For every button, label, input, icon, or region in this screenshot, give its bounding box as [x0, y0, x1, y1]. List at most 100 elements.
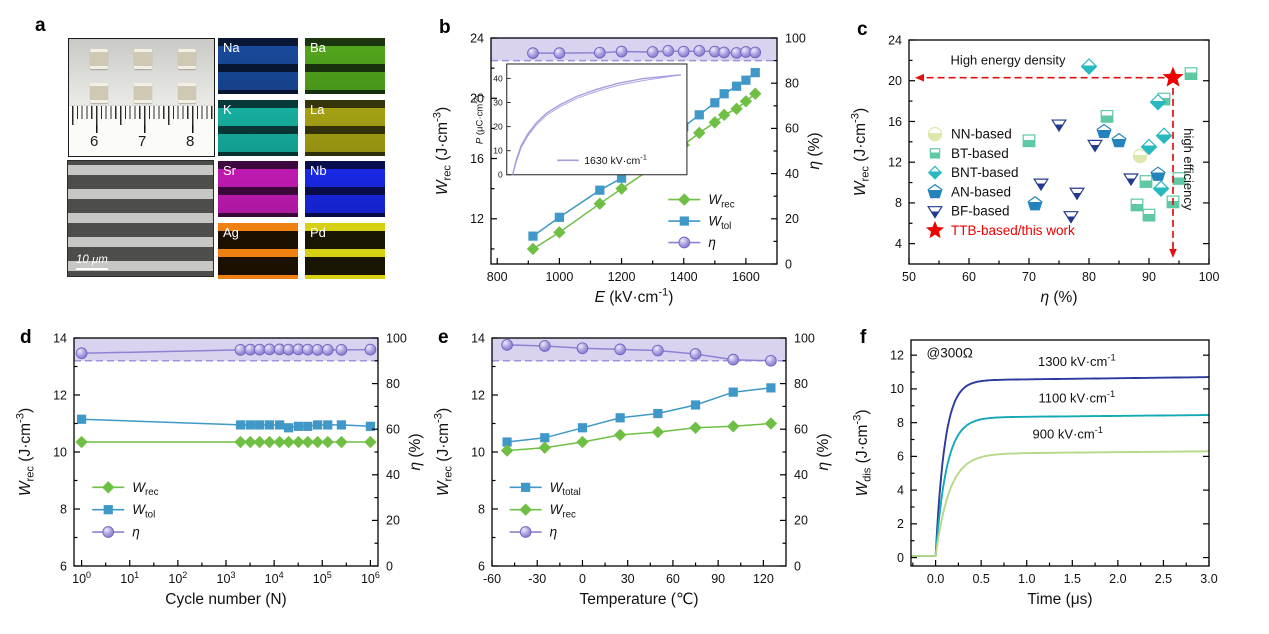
curve-13001 — [911, 376, 1209, 557]
series-group — [75, 343, 377, 449]
eds-map-ba: Ba — [305, 38, 385, 94]
legend-label: η — [132, 525, 140, 540]
svg-text:0.0: 0.0 — [927, 572, 944, 586]
legend-label: BNT-based — [951, 165, 1019, 180]
panel-label-a: a — [35, 15, 46, 36]
svg-text:0: 0 — [498, 170, 503, 180]
panel-label-e: e — [438, 327, 449, 348]
ceramic-chip — [90, 49, 108, 69]
series-bnt-based — [1080, 58, 1173, 198]
svg-text:0: 0 — [785, 257, 792, 271]
svg-text:106: 106 — [361, 570, 380, 586]
eds-element-label: Nb — [310, 163, 327, 178]
svg-text:80: 80 — [386, 377, 400, 391]
curve-label: 1100 kV·cm-1 — [1039, 389, 1116, 405]
svg-text:0: 0 — [794, 559, 801, 573]
scale-bar-label: 10 μm — [76, 254, 108, 270]
svg-text:16: 16 — [888, 115, 902, 129]
svg-text:60: 60 — [386, 423, 400, 437]
eds-map-nb: Nb — [305, 161, 385, 217]
series — [77, 414, 375, 433]
svg-text:20: 20 — [493, 122, 503, 132]
y-axis-label-right: η (%) — [815, 433, 832, 470]
series-bt-based — [1022, 67, 1198, 222]
ruler-number: 6 — [90, 133, 99, 150]
svg-text:80: 80 — [794, 377, 808, 391]
svg-text:6: 6 — [60, 559, 67, 573]
legend-label: η — [708, 235, 716, 250]
y-axis-label-right: η (%) — [407, 433, 424, 470]
svg-text:10: 10 — [53, 445, 67, 459]
ceramic-chip — [134, 83, 152, 103]
series-group — [500, 338, 778, 457]
svg-text:6: 6 — [897, 450, 904, 464]
legend — [92, 481, 125, 538]
svg-text:60: 60 — [785, 122, 799, 136]
svg-text:2.5: 2.5 — [1155, 572, 1172, 586]
svg-text:1.5: 1.5 — [1064, 572, 1081, 586]
legend-label: Wtol — [708, 214, 731, 232]
svg-text:100: 100 — [1199, 270, 1220, 284]
svg-text:8: 8 — [60, 502, 67, 516]
chart-f: 1300 kV·cm-1 1100 kV·cm-1 900 kV·cm-1 @300Ω… — [851, 339, 1218, 608]
eds-map-na: Na — [218, 38, 298, 94]
legend-label: Wrec — [708, 192, 734, 210]
legend-label: TTB-based/this work — [951, 223, 1075, 238]
svg-text:10: 10 — [493, 146, 503, 156]
axis-ticks — [491, 37, 777, 265]
x-axis-label: Temperature (℃) — [579, 591, 698, 608]
ceramic-chip — [90, 83, 108, 103]
svg-text:20: 20 — [794, 514, 808, 528]
legend — [925, 126, 945, 239]
series-group — [1022, 58, 1198, 224]
curve-label: 1300 kV·cm-1 — [1038, 353, 1116, 369]
legend-label: NN-based — [951, 127, 1012, 142]
eds-map-k: K — [218, 99, 298, 156]
svg-text:90: 90 — [1142, 270, 1156, 284]
legend — [668, 193, 701, 249]
legend-label: BT-based — [951, 146, 1009, 161]
inset-legend-label: 1630 kV·cm-1 — [584, 152, 647, 166]
svg-text:1400: 1400 — [670, 270, 698, 284]
svg-text:12: 12 — [471, 388, 485, 402]
svg-text:40: 40 — [794, 468, 808, 482]
eds-element-label: Pd — [310, 224, 326, 240]
sem-image: 10 μm — [67, 160, 214, 277]
svg-text:16: 16 — [470, 152, 484, 166]
chart-d: 100 101 102 103 104 105 106 6 8 10 12 14 0 20 40 60 80 10… — [14, 331, 424, 608]
ceramic-chip — [178, 49, 196, 69]
svg-text:8: 8 — [897, 416, 904, 430]
svg-text:60: 60 — [794, 423, 808, 437]
legend-label: AN-based — [951, 184, 1011, 199]
svg-text:40: 40 — [386, 468, 400, 482]
svg-text:20: 20 — [888, 74, 902, 88]
svg-text:103: 103 — [217, 570, 236, 586]
axis-ticks — [908, 39, 1210, 264]
panel-label-d: d — [20, 327, 32, 348]
svg-text:102: 102 — [168, 570, 187, 586]
svg-text:6: 6 — [478, 559, 485, 573]
eds-map-la: La — [305, 99, 385, 156]
svg-text:12: 12 — [890, 348, 904, 362]
axis-ticks — [491, 337, 786, 567]
svg-text:0.5: 0.5 — [972, 572, 989, 586]
eds-map-pd: Pd — [305, 222, 385, 279]
svg-text:-30: -30 — [528, 572, 546, 586]
series — [527, 45, 762, 59]
series-nn-based — [1132, 148, 1148, 164]
inset-ylabel: P (μC·cm-2) — [474, 95, 486, 145]
svg-text:14: 14 — [471, 331, 485, 345]
series-bf-based — [1033, 119, 1139, 224]
efficiency-band — [74, 338, 378, 361]
svg-text:60: 60 — [666, 572, 680, 586]
svg-text:14: 14 — [53, 331, 67, 345]
sample-photo: 6 7 8 — [68, 38, 215, 157]
svg-text:8: 8 — [478, 502, 485, 516]
series — [500, 417, 778, 457]
x-axis-label: η (%) — [1040, 289, 1077, 306]
svg-text:40: 40 — [493, 73, 503, 83]
svg-text:10: 10 — [471, 445, 485, 459]
eds-element-label: Na — [223, 40, 240, 55]
